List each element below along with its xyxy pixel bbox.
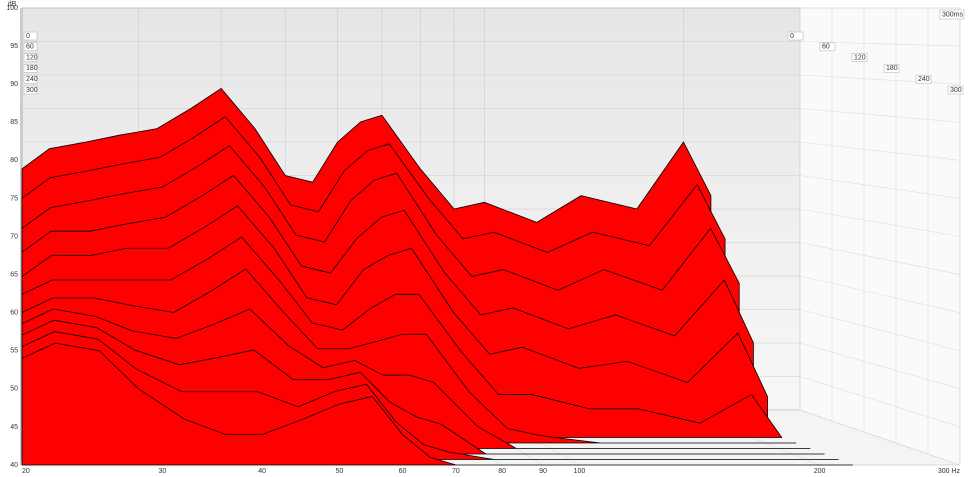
x-tick-label: 30 [159, 468, 167, 475]
y-tick-label: 45 [10, 424, 18, 431]
z-tick-label: 60 [822, 44, 830, 51]
z-tick-tag [915, 74, 932, 84]
z-tick-tag [23, 53, 38, 62]
waterfall-slice [21, 331, 839, 460]
y-tick-label: 75 [10, 195, 18, 202]
z-tick-label: 300 [26, 87, 38, 94]
grid-line [799, 409, 961, 466]
x-tick-label: 80 [498, 468, 506, 475]
z-tick-tag [23, 64, 38, 73]
z-tick-tag [23, 42, 38, 52]
z-tick-tag [883, 64, 900, 73]
x-tick-label: 20 [22, 468, 30, 475]
z-tick-label: 180 [26, 65, 38, 72]
x-tick-label: 50 [335, 468, 343, 475]
y-tick-label: 50 [10, 386, 18, 393]
y-tick-label: 85 [10, 119, 18, 126]
x-tick-label: 60 [399, 468, 407, 475]
x-tick-label: 40 [258, 468, 266, 475]
y-tick-label: 100 [6, 5, 18, 12]
grid-line [799, 309, 961, 352]
z-tick-tag [851, 53, 868, 62]
z-label: 300ms [942, 11, 964, 18]
z-tick-tag [23, 74, 38, 84]
z-tick-tag [947, 85, 964, 95]
z-tick-label: 300 [950, 87, 962, 94]
grid-line [799, 275, 961, 313]
grid-line [799, 74, 961, 85]
y-tick-label: 65 [10, 271, 18, 278]
grid-line [799, 141, 961, 161]
z-tick-label: 240 [26, 76, 38, 83]
z-tick-tag [819, 42, 836, 52]
grid-line [799, 376, 961, 428]
z-tick-label: 0 [790, 33, 794, 40]
y-tick-label: 70 [10, 233, 18, 240]
x-tick-label: 90 [539, 468, 547, 475]
y-tick-label: 80 [10, 157, 18, 164]
z-tick-label: 120 [854, 54, 866, 61]
left-axis-bar [20, 8, 23, 465]
z-tick-tag [23, 31, 38, 41]
y-tick-label: 60 [10, 310, 18, 317]
grid-line [799, 208, 961, 237]
z-tick-label: 240 [918, 76, 930, 83]
x-tick-label: 70 [452, 468, 460, 475]
grid-line [799, 342, 961, 390]
z-label-tag [939, 9, 965, 20]
z-tick-label: 180 [886, 65, 898, 72]
grid-line [799, 242, 961, 275]
x-tick-label: 100 [574, 468, 586, 475]
x-tick-label: 200 [814, 468, 826, 475]
z-tick-label: 60 [26, 44, 34, 51]
waterfall-slice [21, 342, 853, 466]
z-tick-tag [23, 85, 38, 95]
x-tick-label: 300 Hz [938, 468, 961, 475]
y-axis-label: dB [8, 1, 17, 8]
z-tick-label: 120 [26, 54, 38, 61]
grid-line [799, 175, 961, 199]
y-tick-label: 95 [10, 43, 18, 50]
y-tick-label: 90 [10, 81, 18, 88]
y-tick-label: 40 [10, 462, 18, 469]
z-tick-tag [787, 31, 804, 41]
grid-line [799, 108, 961, 123]
grid-line [799, 41, 961, 47]
y-tick-label: 55 [10, 348, 18, 355]
z-tick-label: 0 [26, 33, 30, 40]
